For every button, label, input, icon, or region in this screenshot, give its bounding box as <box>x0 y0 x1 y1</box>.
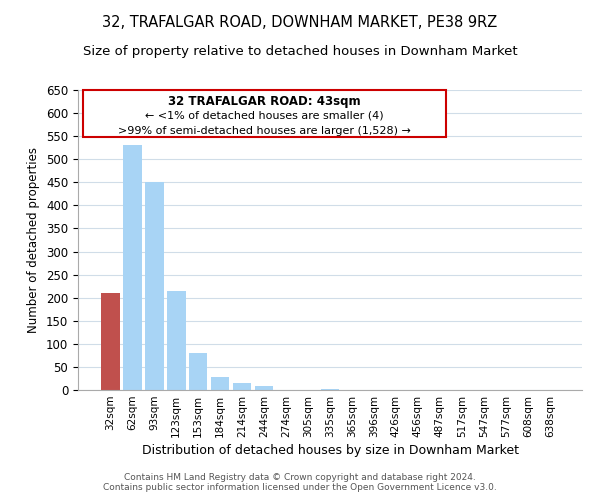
Bar <box>145 182 164 390</box>
Bar <box>211 377 229 390</box>
Bar <box>189 353 208 390</box>
X-axis label: Distribution of detached houses by size in Downham Market: Distribution of detached houses by size … <box>142 444 518 457</box>
Bar <box>123 146 142 390</box>
Bar <box>255 386 274 390</box>
Bar <box>167 291 185 390</box>
Y-axis label: Number of detached properties: Number of detached properties <box>28 147 40 333</box>
Text: Size of property relative to detached houses in Downham Market: Size of property relative to detached ho… <box>83 45 517 58</box>
Bar <box>233 382 251 390</box>
Bar <box>101 293 119 390</box>
Bar <box>320 389 340 390</box>
Text: ← <1% of detached houses are smaller (4): ← <1% of detached houses are smaller (4) <box>145 111 384 121</box>
FancyBboxPatch shape <box>83 90 446 136</box>
Text: 32 TRAFALGAR ROAD: 43sqm: 32 TRAFALGAR ROAD: 43sqm <box>168 95 361 108</box>
Text: Contains HM Land Registry data © Crown copyright and database right 2024.: Contains HM Land Registry data © Crown c… <box>124 474 476 482</box>
Text: >99% of semi-detached houses are larger (1,528) →: >99% of semi-detached houses are larger … <box>118 126 411 136</box>
Text: Contains public sector information licensed under the Open Government Licence v3: Contains public sector information licen… <box>103 484 497 492</box>
Text: 32, TRAFALGAR ROAD, DOWNHAM MARKET, PE38 9RZ: 32, TRAFALGAR ROAD, DOWNHAM MARKET, PE38… <box>103 15 497 30</box>
